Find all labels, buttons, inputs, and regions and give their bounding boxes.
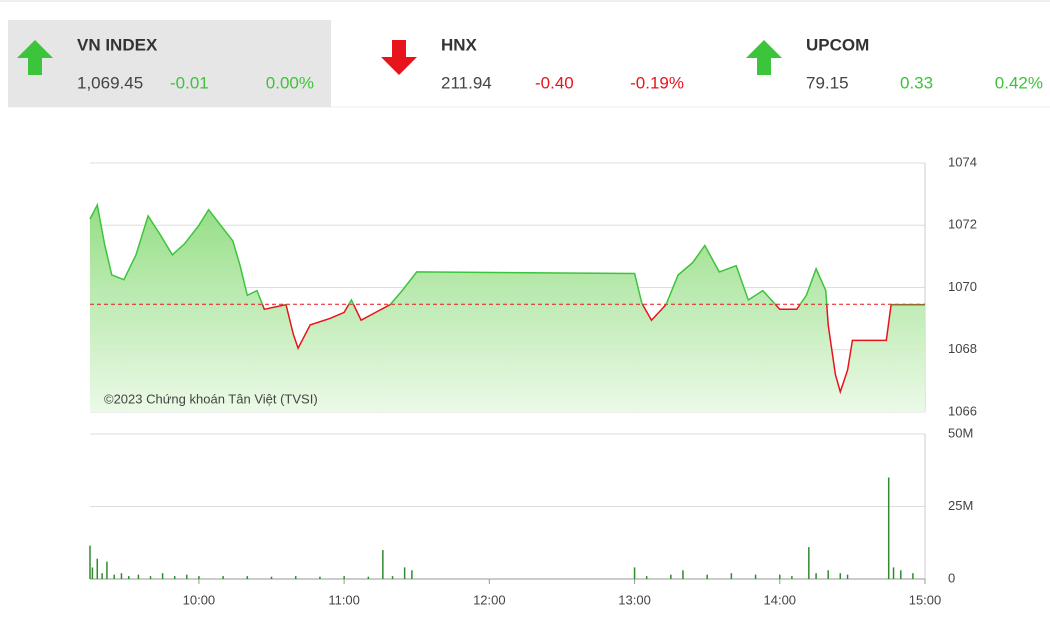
volume-bar: [149, 576, 152, 579]
volume-bar: [91, 567, 94, 579]
volume-bar: [101, 573, 103, 579]
x-tick-label: 15:00: [909, 592, 942, 607]
volume-bar: [754, 574, 757, 579]
x-tick-label: 10:00: [183, 592, 216, 607]
index-percent: 0.00%: [266, 73, 314, 92]
volume-bar: [161, 573, 164, 579]
index-change: -0.40: [535, 73, 574, 92]
volume-bar: [682, 570, 684, 579]
x-tick-label: 14:00: [764, 592, 797, 607]
x-tick-label: 12:00: [473, 592, 506, 607]
volume-bar: [900, 570, 902, 579]
index-tile[interactable]: HNX 211.94 -0.40 -0.19%: [381, 35, 684, 92]
volume-bar: [294, 576, 297, 579]
y-tick-label: 1068: [948, 341, 977, 356]
volume-bar: [846, 574, 849, 579]
y-tick-label: 1066: [948, 403, 977, 418]
up-arrow: [746, 40, 782, 75]
price-area: [90, 205, 925, 412]
volume-bar: [96, 558, 99, 579]
volume-bar: [127, 576, 130, 579]
x-tick-label: 11:00: [328, 592, 360, 607]
volume-bar: [706, 574, 708, 579]
volume-bar: [391, 576, 394, 579]
volume-bar: [367, 576, 370, 579]
y-tick-label: 1074: [948, 154, 977, 169]
up-arrow: [17, 40, 53, 75]
volume-bar: [113, 574, 115, 579]
volume-bar: [779, 574, 781, 579]
index-percent: -0.19%: [630, 73, 684, 92]
volume-bar: [246, 576, 249, 579]
y-tick-label: 1070: [948, 279, 977, 294]
index-name: VN INDEX: [77, 35, 158, 54]
price-line: [89, 202, 925, 395]
volume-bar: [827, 570, 829, 579]
volume-bar: [270, 576, 273, 579]
tile-bg: [8, 20, 331, 107]
volume-bar: [319, 576, 321, 579]
volume-bar: [173, 576, 176, 579]
volume-bar: [791, 576, 793, 579]
volume-bar: [839, 573, 842, 579]
volume-bar: [137, 574, 140, 579]
volume-bar: [808, 547, 810, 579]
volume-bar: [186, 574, 188, 579]
index-value: 211.94: [441, 73, 492, 92]
volume-bar: [222, 576, 224, 579]
volume-bar: [382, 550, 384, 579]
index-name: UPCOM: [806, 35, 869, 54]
volume-bar: [670, 574, 672, 579]
y-tick-label: 25M: [948, 498, 973, 513]
down-arrow: [381, 40, 417, 75]
index-tile[interactable]: VN INDEX 1,069.45 -0.01 0.00%: [8, 20, 331, 107]
volume-bar: [730, 573, 733, 579]
volume-bar: [120, 573, 123, 579]
index-percent: 0.42%: [995, 73, 1043, 92]
x-tick-label: 13:00: [618, 592, 651, 607]
index-tile[interactable]: UPCOM 79.15 0.33 0.42%: [746, 35, 1043, 92]
volume-bar: [198, 576, 200, 579]
index-change: -0.01: [170, 73, 209, 92]
index-name: HNX: [441, 35, 478, 54]
volume-bar: [403, 567, 406, 579]
volume-bar: [411, 570, 413, 579]
y-tick-label: 1072: [948, 217, 977, 232]
y-tick-label: 50M: [948, 425, 973, 440]
watermark: ©2023 Chứng khoán Tân Việt (TVSI): [104, 391, 318, 406]
volume-bar: [912, 573, 914, 579]
volume-bar: [106, 561, 108, 579]
volume-bar: [892, 567, 895, 579]
index-value: 1,069.45: [77, 73, 143, 92]
index-value: 79.15: [806, 73, 849, 92]
volume-bar: [815, 573, 817, 579]
volume-bar: [887, 477, 890, 579]
index-change: 0.33: [900, 73, 933, 92]
volume-bar: [343, 576, 345, 579]
volume-bar: [645, 576, 648, 579]
volume-bar: [89, 545, 91, 579]
volume-bar: [633, 567, 636, 579]
y-tick-label: 0: [948, 570, 955, 585]
